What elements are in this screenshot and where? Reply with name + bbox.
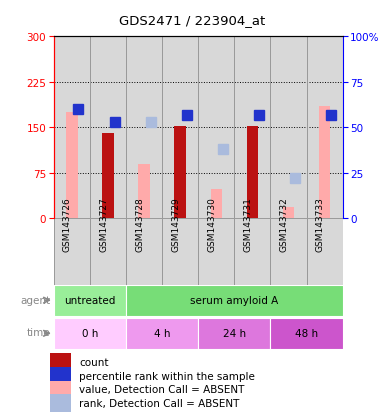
Bar xyxy=(138,164,150,219)
Text: time: time xyxy=(27,328,50,337)
Bar xyxy=(90,219,126,285)
Text: GSM143733: GSM143733 xyxy=(316,197,325,252)
Text: GSM143727: GSM143727 xyxy=(99,197,108,252)
Bar xyxy=(198,219,234,285)
Text: GDS2471 / 223904_at: GDS2471 / 223904_at xyxy=(119,14,266,27)
Bar xyxy=(270,37,306,219)
Bar xyxy=(247,126,258,219)
Bar xyxy=(54,219,90,285)
Text: percentile rank within the sample: percentile rank within the sample xyxy=(79,371,255,381)
Bar xyxy=(50,394,71,412)
Bar xyxy=(126,219,162,285)
Text: rank, Detection Call = ABSENT: rank, Detection Call = ABSENT xyxy=(79,398,239,408)
Text: GSM143732: GSM143732 xyxy=(280,197,288,252)
Text: GSM143728: GSM143728 xyxy=(135,197,144,252)
Bar xyxy=(50,381,71,398)
Bar xyxy=(90,37,126,219)
Bar xyxy=(54,285,126,316)
Bar xyxy=(162,219,198,285)
Bar xyxy=(270,318,343,349)
Text: serum amyloid A: serum amyloid A xyxy=(190,295,278,306)
Text: GSM143729: GSM143729 xyxy=(171,197,180,252)
Bar xyxy=(126,318,198,349)
Text: 0 h: 0 h xyxy=(82,328,98,339)
Bar xyxy=(198,318,270,349)
Bar xyxy=(270,219,306,285)
Bar xyxy=(126,37,162,219)
Text: value, Detection Call = ABSENT: value, Detection Call = ABSENT xyxy=(79,385,244,394)
Bar xyxy=(319,107,330,219)
Bar xyxy=(283,208,294,219)
Text: 24 h: 24 h xyxy=(223,328,246,339)
Text: GSM143731: GSM143731 xyxy=(243,197,253,252)
Bar xyxy=(211,190,222,219)
Bar xyxy=(54,37,90,219)
Bar xyxy=(50,354,71,371)
Bar xyxy=(306,219,343,285)
Text: 48 h: 48 h xyxy=(295,328,318,339)
Text: count: count xyxy=(79,357,109,367)
Bar xyxy=(234,37,270,219)
Bar xyxy=(50,367,71,385)
Bar xyxy=(234,219,270,285)
Text: agent: agent xyxy=(20,295,50,306)
Bar xyxy=(174,127,186,219)
Bar xyxy=(162,37,198,219)
Text: untreated: untreated xyxy=(64,295,116,306)
Text: GSM143726: GSM143726 xyxy=(63,197,72,252)
Bar xyxy=(306,37,343,219)
Bar xyxy=(54,318,126,349)
Bar xyxy=(126,285,343,316)
Bar xyxy=(198,37,234,219)
Text: 4 h: 4 h xyxy=(154,328,171,339)
Bar xyxy=(102,134,114,219)
Text: GSM143730: GSM143730 xyxy=(207,197,216,252)
Bar xyxy=(66,113,78,219)
